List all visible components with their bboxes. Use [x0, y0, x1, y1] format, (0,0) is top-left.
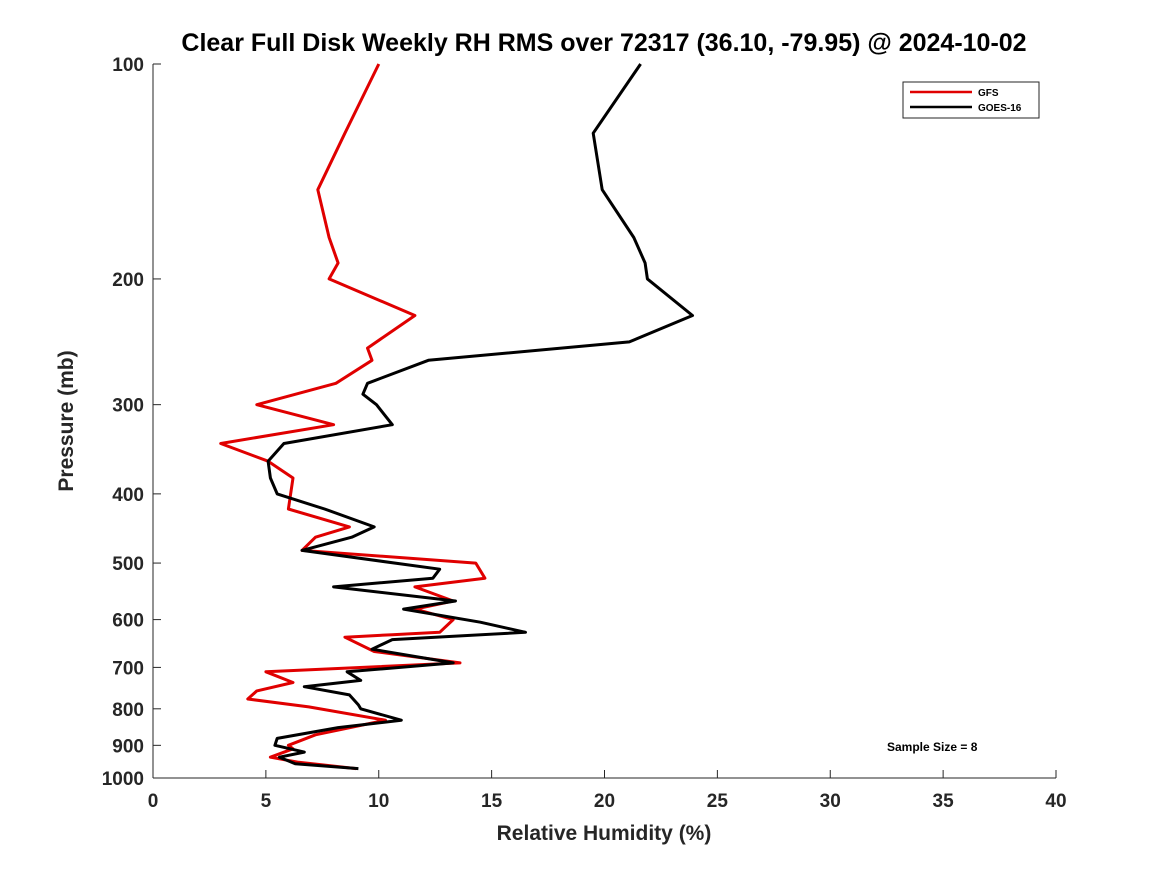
chart-title: Clear Full Disk Weekly RH RMS over 72317… — [181, 29, 1026, 57]
plot-area — [153, 64, 1056, 778]
legend-label-goes-16: GOES-16 — [978, 103, 1022, 114]
x-tick-label: 20 — [594, 791, 615, 812]
x-tick-label: 40 — [1045, 791, 1066, 812]
x-tick-label: 30 — [820, 791, 841, 812]
legend: GFS GOES-16 — [902, 81, 1040, 119]
series-line-goes-16 — [266, 63, 694, 771]
y-tick-label: 900 — [112, 736, 144, 757]
y-axis-label: Pressure (mb) — [55, 350, 78, 491]
y-tick-label: 700 — [112, 658, 144, 679]
y-tick-label: 400 — [112, 485, 144, 506]
y-tick-label: 300 — [112, 396, 144, 417]
y-axis-ticks: 100 200 300 400 500 600 700 800 900 1000 — [102, 55, 161, 790]
legend-box — [902, 81, 1040, 119]
sample-size-annotation: Sample Size = 8 — [887, 740, 978, 754]
x-axis-label: Relative Humidity (%) — [497, 822, 712, 845]
x-tick-label: 0 — [148, 791, 159, 812]
x-tick-label: 15 — [481, 791, 503, 812]
y-tick-label: 800 — [112, 700, 144, 721]
x-tick-label: 25 — [707, 791, 729, 812]
series-line-gfs — [219, 63, 487, 771]
series-layer — [219, 63, 694, 771]
y-tick-label: 100 — [112, 55, 144, 76]
y-tick-label: 200 — [112, 270, 144, 291]
y-tick-label: 600 — [112, 611, 144, 632]
y-tick-label: 500 — [112, 554, 144, 575]
legend-label-gfs: GFS — [978, 88, 999, 99]
x-tick-label: 10 — [368, 791, 389, 812]
x-tick-label: 5 — [261, 791, 272, 812]
x-axis-ticks: 0 5 10 15 20 25 30 35 40 — [148, 770, 1067, 812]
y-tick-label: 1000 — [102, 769, 144, 790]
x-tick-label: 35 — [933, 791, 955, 812]
